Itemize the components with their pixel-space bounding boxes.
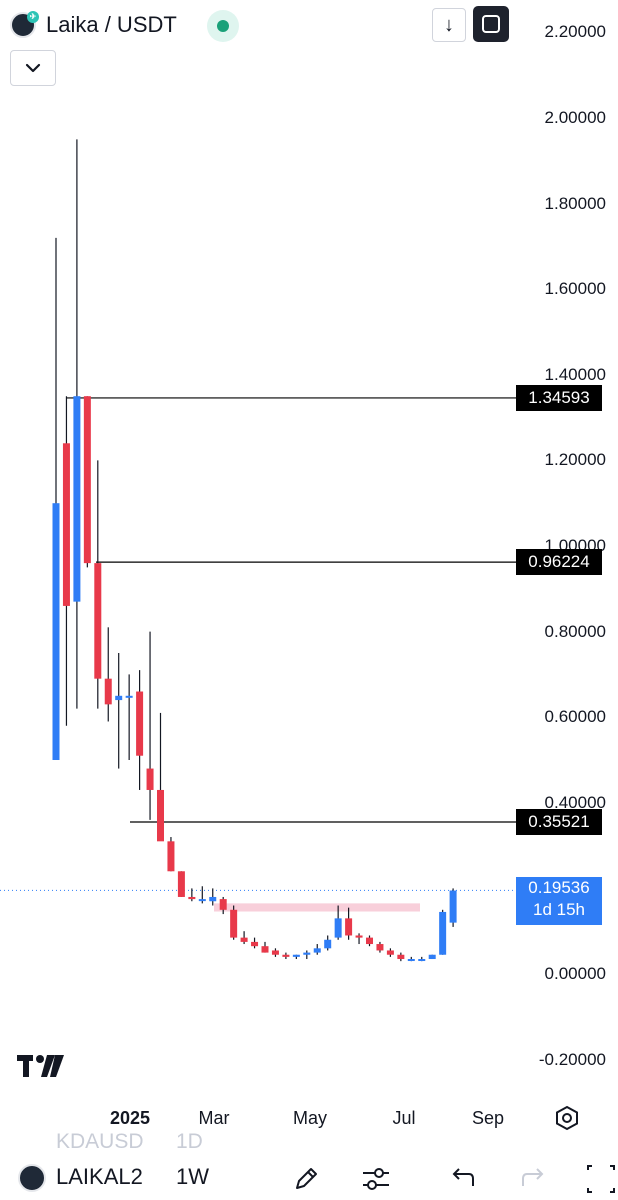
candle-down bbox=[219, 899, 227, 910]
level-price-tag: 0.35521 bbox=[516, 808, 602, 835]
candle-down bbox=[271, 950, 279, 955]
settings-icon[interactable] bbox=[553, 1104, 581, 1132]
symbol-title[interactable]: Laika / USDT bbox=[46, 12, 177, 37]
candle-down bbox=[397, 954, 405, 960]
y-tick-label: -0.20000 bbox=[538, 1049, 606, 1069]
candle-down bbox=[188, 896, 196, 900]
laika-logo-icon bbox=[18, 1164, 46, 1192]
candle-up bbox=[303, 952, 311, 955]
x-tick-label: Mar bbox=[198, 1108, 230, 1128]
candle-down bbox=[376, 944, 384, 951]
market-status-indicator[interactable] bbox=[207, 10, 239, 42]
x-tick-label: Jul bbox=[392, 1108, 416, 1128]
y-tick-label: 2.20000 bbox=[544, 22, 606, 42]
candle-down bbox=[83, 396, 91, 564]
pencil-icon[interactable] bbox=[289, 1162, 323, 1196]
candle-down bbox=[251, 941, 259, 947]
y-tick-label: 0.40000 bbox=[544, 792, 606, 812]
candle-down bbox=[282, 954, 290, 957]
undo-icon[interactable] bbox=[444, 1162, 478, 1196]
candle-down bbox=[240, 937, 248, 942]
candle-up bbox=[334, 918, 342, 938]
bar-countdown: 1d 15h bbox=[533, 900, 585, 920]
redo-icon[interactable] bbox=[518, 1162, 552, 1196]
chevron-down-icon bbox=[25, 63, 41, 73]
arrow-down-icon: ↓ bbox=[444, 14, 454, 36]
candle-up bbox=[324, 939, 332, 949]
background-interval-label: 1D bbox=[176, 1130, 203, 1153]
candle-up bbox=[292, 954, 300, 957]
x-tick-label: Sep bbox=[471, 1108, 505, 1128]
candle-up bbox=[209, 896, 217, 902]
sliders-icon[interactable] bbox=[359, 1162, 393, 1196]
candle-down bbox=[355, 935, 363, 938]
candle-down bbox=[345, 918, 353, 936]
bottom-toolbar: LAIKAL2 1W bbox=[0, 1158, 618, 1200]
candle-down bbox=[62, 443, 70, 606]
x-tick-label: May bbox=[292, 1108, 328, 1128]
candle-up bbox=[428, 954, 436, 960]
x-tick-label: 2025 bbox=[109, 1108, 151, 1128]
last-price-tag: 0.19536 1d 15h bbox=[516, 877, 602, 926]
y-tick-label: 1.20000 bbox=[544, 450, 606, 470]
y-tick-label: 1.60000 bbox=[544, 279, 606, 299]
level-price-tag: 0.96224 bbox=[516, 549, 602, 576]
candle-down bbox=[167, 841, 175, 872]
tradingview-logo-icon[interactable] bbox=[17, 1053, 65, 1079]
candle-up bbox=[439, 911, 447, 955]
candle-down bbox=[146, 768, 154, 790]
candle-down bbox=[230, 909, 238, 938]
download-button[interactable]: ↓ bbox=[432, 8, 466, 42]
last-price-value: 0.19536 bbox=[528, 878, 590, 898]
candle-down bbox=[177, 871, 185, 897]
y-tick-label: 0.00000 bbox=[544, 964, 606, 983]
candle-up bbox=[198, 899, 206, 902]
candle-up bbox=[125, 695, 133, 698]
candle-down bbox=[104, 678, 112, 705]
resistance-zone bbox=[214, 903, 420, 912]
candle-up bbox=[449, 890, 457, 923]
symbol-selector[interactable]: LAIKAL2 bbox=[56, 1164, 143, 1189]
candle-up bbox=[115, 695, 123, 701]
candle-down bbox=[157, 789, 164, 842]
fullscreen-icon bbox=[482, 15, 500, 33]
background-symbol-label: KDAUSD bbox=[56, 1130, 144, 1153]
fullscreen-button[interactable] bbox=[473, 6, 509, 42]
candle-up bbox=[73, 396, 81, 602]
level-price-tag: 1.34593 bbox=[516, 384, 602, 411]
y-tick-label: 1.40000 bbox=[544, 364, 606, 384]
candle-down bbox=[94, 563, 102, 679]
interval-selector[interactable]: 1W bbox=[176, 1164, 209, 1189]
candle-down bbox=[366, 937, 373, 945]
y-tick-label: 2.00000 bbox=[544, 108, 606, 127]
candle-up bbox=[52, 503, 60, 760]
candle-up bbox=[407, 959, 415, 962]
collapse-button[interactable] bbox=[10, 50, 56, 86]
chart-header: ✈ Laika / USDT ↓ bbox=[0, 0, 618, 86]
y-tick-label: 1.80000 bbox=[544, 193, 606, 213]
candle-down bbox=[261, 946, 269, 953]
candle-down bbox=[386, 950, 394, 955]
laika-badge-icon: ✈ bbox=[27, 11, 39, 23]
candle-up bbox=[418, 959, 426, 962]
candle-up bbox=[313, 948, 321, 953]
status-dot-icon bbox=[217, 20, 229, 32]
y-tick-label: 0.60000 bbox=[544, 707, 606, 727]
laika-logo-icon bbox=[10, 12, 36, 38]
crosshair-icon[interactable] bbox=[584, 1162, 618, 1196]
candle-down bbox=[136, 691, 144, 756]
y-tick-label: 0.80000 bbox=[544, 621, 606, 641]
